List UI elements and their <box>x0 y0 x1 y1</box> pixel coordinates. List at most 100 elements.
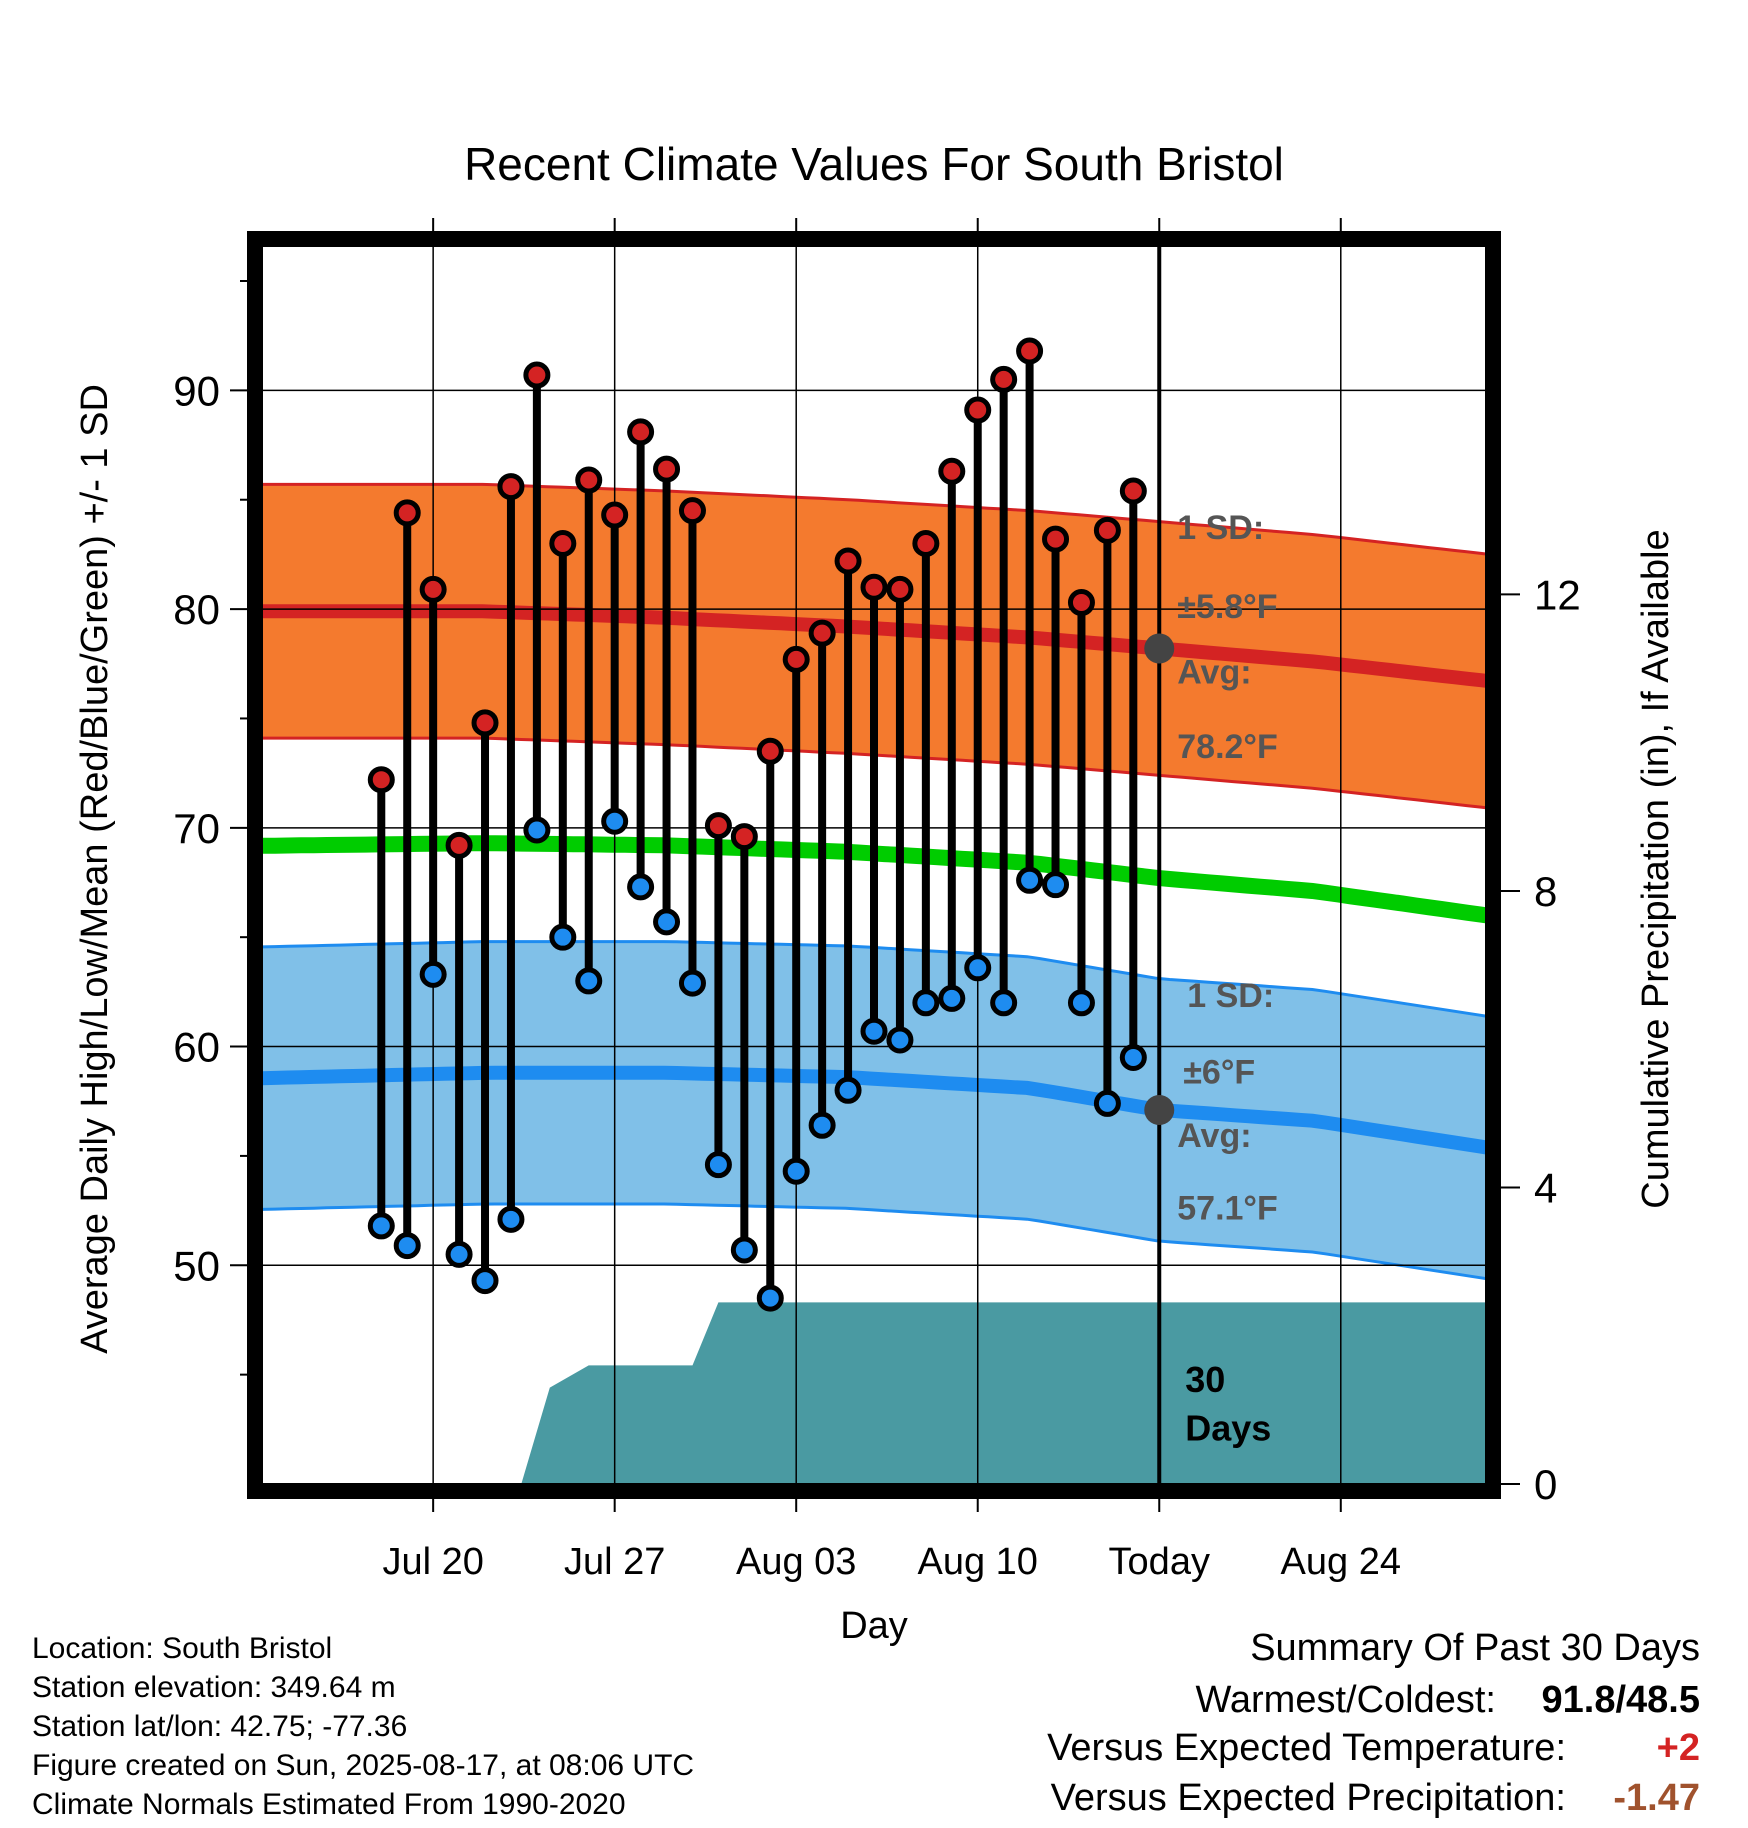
low-point <box>575 967 603 995</box>
y-axis-label: Average Daily High/Low/Mean (Red/Blue/Gr… <box>74 384 116 1354</box>
summary-precip-label: Versus Expected Precipitation: <box>1051 1777 1566 1819</box>
low-point <box>393 1232 421 1260</box>
high-point <box>808 619 836 647</box>
x-tick-label: Today <box>1109 1541 1210 1583</box>
low-avg-label: Avg: <box>1177 1117 1251 1155</box>
high-point <box>653 455 681 483</box>
high-point <box>938 457 966 485</box>
summary-title: Summary Of Past 30 Days <box>1250 1627 1700 1669</box>
high-point <box>678 497 706 525</box>
station-info: Location: South Bristol Station elevatio… <box>32 1632 694 1821</box>
y-tick-label: 90 <box>173 367 220 414</box>
x-tick-label: Jul 27 <box>564 1541 665 1583</box>
y-tick-label: 50 <box>173 1242 220 1289</box>
low-point <box>756 1284 784 1312</box>
high-point <box>445 831 473 859</box>
low-point <box>964 954 992 982</box>
high-point <box>497 473 525 501</box>
plot-frame <box>247 231 1501 1499</box>
high-sd-value: ±5.8°F <box>1177 588 1277 626</box>
high-point <box>704 812 732 840</box>
high-point <box>549 529 577 557</box>
high-point <box>782 645 810 673</box>
high-point <box>393 499 421 527</box>
x-tick-label: Aug 24 <box>1281 1541 1401 1583</box>
high-point <box>860 573 888 601</box>
info-elevation: Station elevation: 349.64 m <box>32 1671 396 1704</box>
info-location: Location: South Bristol <box>32 1632 332 1665</box>
low-point <box>730 1236 758 1264</box>
high-point <box>627 418 655 446</box>
summary-temp-value: +2 <box>1657 1727 1700 1769</box>
low-point <box>471 1267 499 1295</box>
low-point <box>653 908 681 936</box>
precip-area <box>262 1302 1486 1484</box>
y-tick-label: 60 <box>173 1024 220 1071</box>
high-point <box>756 737 784 765</box>
high-point <box>419 575 447 603</box>
low-point <box>704 1151 732 1179</box>
today-low-normal-dot <box>1144 1094 1175 1125</box>
low-point <box>627 873 655 901</box>
precip-days-number: 30 <box>1185 1359 1225 1400</box>
y2-tick-label: 0 <box>1534 1461 1557 1508</box>
y2-tick-label: 8 <box>1534 868 1557 915</box>
summary-temp-label: Versus Expected Temperature: <box>1047 1727 1566 1769</box>
high-point <box>912 529 940 557</box>
high-point <box>1067 589 1095 617</box>
high-point <box>575 466 603 494</box>
high-point <box>730 823 758 851</box>
info-normals: Climate Normals Estimated From 1990-2020 <box>32 1788 626 1821</box>
axes-layer: Jul 20 Jul 27 Aug 03 Aug 10 Today Aug 24 50 60 7… <box>173 218 1581 1583</box>
y2-tick-label: 4 <box>1534 1164 1557 1211</box>
high-avg-label: Avg: <box>1177 653 1251 691</box>
low-point <box>886 1026 914 1054</box>
low-point <box>1016 866 1044 894</box>
summary-panel: Summary Of Past 30 Days Warmest/Coldest:… <box>1047 1627 1700 1819</box>
high-point <box>1016 337 1044 365</box>
low-point <box>1042 871 1070 899</box>
y2-tick-label: 12 <box>1534 571 1581 618</box>
low-normal-line <box>261 1065 1488 1155</box>
low-point <box>938 984 966 1012</box>
high-point <box>886 575 914 603</box>
high-point <box>834 547 862 575</box>
high-point <box>990 365 1018 393</box>
low-point <box>1119 1043 1147 1071</box>
low-point <box>678 969 706 997</box>
high-point <box>367 766 395 794</box>
low-point <box>367 1212 395 1240</box>
annotations-layer: 1 SD: ±5.8°F Avg: 78.2°F 1 SD: ±6°F Avg: 57.1°F… <box>1177 509 1278 1448</box>
low-sd-value: ±6°F <box>1183 1054 1255 1092</box>
info-latlon: Station lat/lon: 42.75; -77.36 <box>32 1710 407 1743</box>
x-tick-label: Jul 20 <box>382 1541 483 1583</box>
low-sd-lower-line <box>261 1202 1487 1281</box>
low-point <box>990 989 1018 1017</box>
low-point <box>419 960 447 988</box>
high-point <box>964 396 992 424</box>
low-point <box>912 989 940 1017</box>
low-point <box>549 923 577 951</box>
high-avg-value: 78.2°F <box>1177 728 1278 766</box>
summary-precip-value: -1.47 <box>1613 1777 1700 1819</box>
y-tick-label: 70 <box>173 805 220 852</box>
high-point <box>471 709 499 737</box>
low-point <box>497 1205 525 1233</box>
high-point <box>1119 477 1147 505</box>
low-point <box>782 1157 810 1185</box>
today-high-normal-dot <box>1144 633 1175 664</box>
low-avg-value: 57.1°F <box>1177 1189 1278 1227</box>
info-created: Figure created on Sun, 2025-08-17, at 08… <box>32 1749 694 1782</box>
x-tick-label: Aug 10 <box>918 1541 1038 1583</box>
precip-days-word: Days <box>1185 1407 1271 1448</box>
chart-title: Recent Climate Values For South Bristol <box>464 138 1284 190</box>
y-tick-label: 80 <box>173 586 220 633</box>
y2-axis-label: Cumulative Precipitation (in), If Availa… <box>1635 529 1677 1208</box>
high-sd-label: 1 SD: <box>1177 509 1264 547</box>
x-axis-label: Day <box>840 1605 908 1647</box>
low-point <box>1093 1089 1121 1117</box>
summary-warm-cold-label: Warmest/Coldest: <box>1195 1679 1496 1721</box>
high-point <box>1042 525 1070 553</box>
low-point <box>860 1017 888 1045</box>
